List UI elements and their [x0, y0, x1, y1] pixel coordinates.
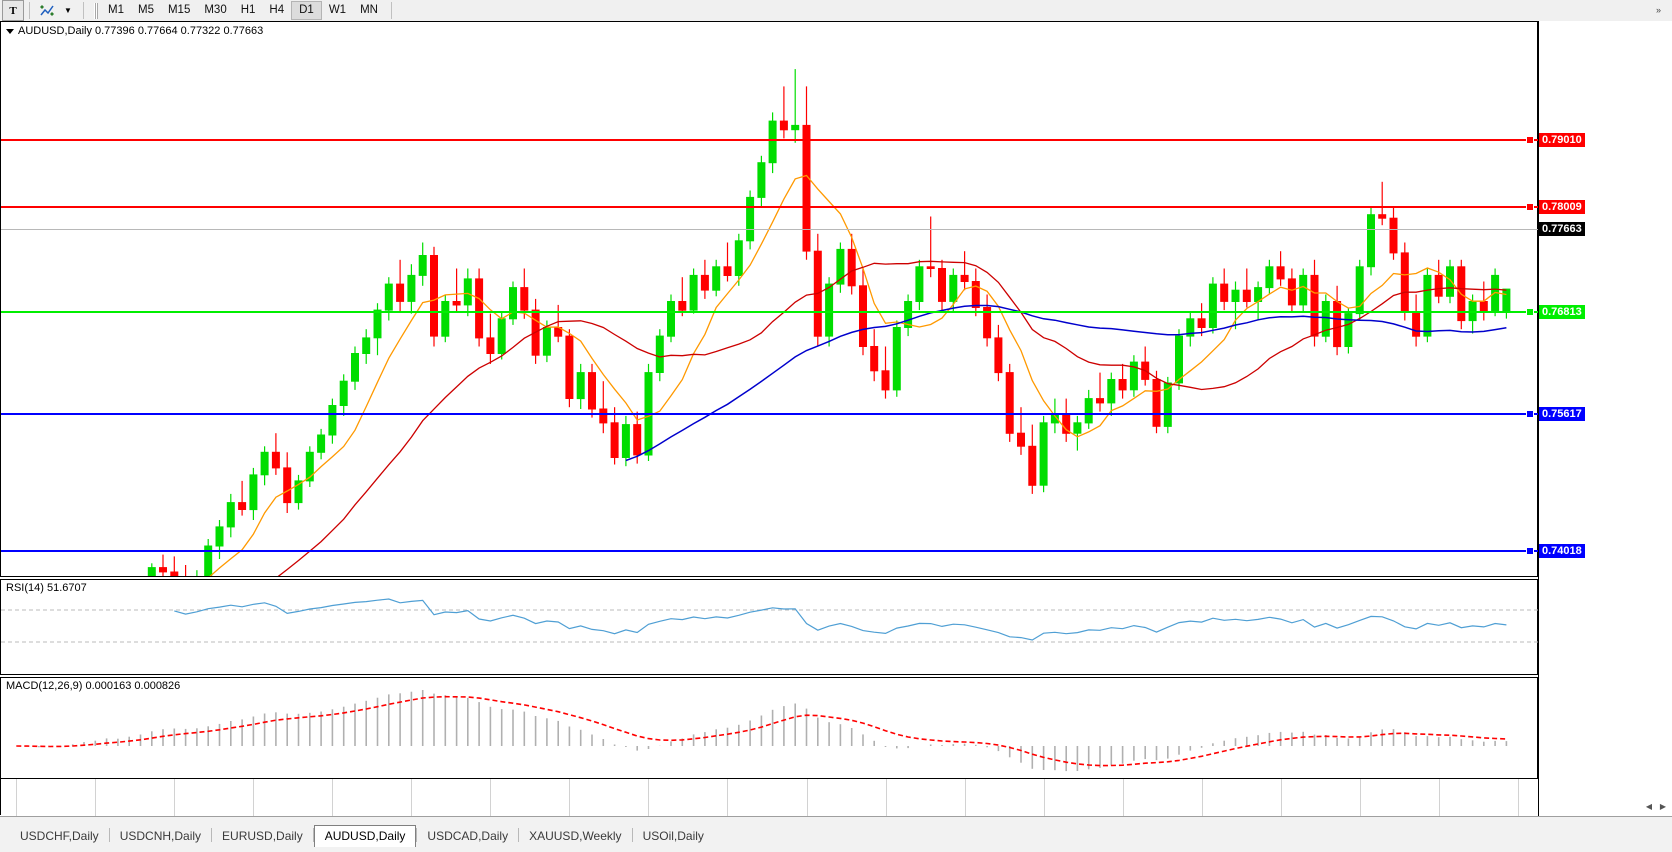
date-gridline	[885, 779, 887, 819]
candlestick-plot	[147, 69, 1511, 576]
tab-audusd-daily[interactable]: AUDUSD,Daily	[313, 825, 417, 847]
tab-divider	[312, 828, 314, 842]
tab-xauusd-weekly[interactable]: XAUUSD,Weekly	[529, 829, 622, 843]
level-anchor[interactable]	[1526, 547, 1534, 555]
symbol-header-text: AUDUSD,Daily 0.77396 0.77664 0.77322 0.7…	[18, 25, 264, 37]
tab-divider	[416, 828, 418, 842]
scroll-right-icon[interactable]: ▶	[1659, 802, 1667, 811]
date-gridline	[16, 779, 18, 819]
level-anchor[interactable]	[1526, 308, 1534, 316]
rsi-pane[interactable]	[0, 579, 1539, 675]
timeframe-group: M1 M5 M15 M30 H1 H4 D1 W1 MN	[101, 1, 385, 20]
current-price-tag[interactable]: 0.77663	[1539, 222, 1585, 236]
current-price-line	[1, 229, 1538, 230]
toolbar-grip[interactable]	[94, 2, 98, 19]
price-pane[interactable]	[0, 21, 1538, 577]
timeframe-h4[interactable]: H4	[269, 4, 285, 16]
date-gridline	[569, 779, 571, 819]
timeframe-m1[interactable]: M1	[108, 4, 124, 16]
chart-tabs: USDCHF,Daily USDCNH,Daily EURUSD,Daily AUDU…	[0, 817, 1672, 847]
date-gridline	[332, 779, 334, 819]
tab-eurusd-daily[interactable]: EURUSD,Daily	[222, 829, 303, 843]
date-gridline	[1438, 779, 1440, 819]
timeframe-mn[interactable]: MN	[360, 4, 378, 16]
tab-usdcnh-daily[interactable]: USDCNH,Daily	[119, 829, 202, 843]
text-tool-icon[interactable]: T	[2, 0, 24, 21]
level-anchor[interactable]	[1526, 410, 1534, 418]
indicators-icon[interactable]	[37, 1, 57, 20]
level-line-0.78009[interactable]	[1, 206, 1538, 208]
timeframe-m15[interactable]: M15	[167, 4, 191, 16]
level-line-0.74018[interactable]	[1, 550, 1538, 552]
symbol-header[interactable]: AUDUSD,Daily 0.77396 0.77664 0.77322 0.7…	[6, 25, 263, 37]
level-price-tag[interactable]: 0.76813	[1539, 305, 1585, 319]
date-gridline	[1280, 779, 1282, 819]
level-line-0.75617[interactable]	[1, 413, 1538, 415]
timeframe-m30[interactable]: M30	[204, 4, 227, 16]
timeframe-m5[interactable]: M5	[137, 4, 154, 16]
date-gridline	[1122, 779, 1124, 819]
date-gridline	[806, 779, 808, 819]
level-price-tag[interactable]: 0.78009	[1539, 200, 1585, 214]
tab-usdcad-daily[interactable]: USDCAD,Daily	[427, 829, 509, 843]
level-anchor[interactable]	[1526, 136, 1534, 144]
scroll-left-icon[interactable]: ◀	[1645, 802, 1653, 811]
tab-usdchf-daily[interactable]: USDCHF,Daily	[20, 829, 99, 843]
timeframe-h1[interactable]: H1	[240, 4, 256, 16]
chart-tabbar: USDCHF,Daily USDCNH,Daily EURUSD,Daily AUDU…	[0, 816, 1672, 852]
tab-divider	[211, 828, 213, 842]
collapse-arrow-icon[interactable]	[6, 28, 14, 34]
date-gridline	[1359, 779, 1361, 819]
date-gridline	[174, 779, 176, 819]
level-anchor[interactable]	[1526, 203, 1534, 211]
level-line-0.76813[interactable]	[1, 311, 1538, 313]
main-toolbar: T ▼ M1 M5 M15 M30 H1 H4 D1 W1 MN »	[0, 0, 1672, 22]
date-gridline	[411, 779, 413, 819]
tab-divider	[518, 828, 520, 842]
rsi-header: RSI(14) 51.6707	[6, 582, 87, 594]
timeframe-w1[interactable]: W1	[328, 4, 347, 16]
toolbar-divider	[29, 2, 30, 19]
date-gridline	[253, 779, 255, 819]
macd-plot	[16, 690, 1508, 772]
date-gridline	[490, 779, 492, 819]
toolbar-divider-3	[390, 2, 392, 19]
rsi-plot	[1, 598, 1539, 643]
level-line-0.79010[interactable]	[1, 139, 1538, 141]
chart-area[interactable]: 17 Nov 202026 Nov 20205 Dec 202015 Dec 2…	[0, 21, 1672, 833]
level-price-tag[interactable]: 0.79010	[1539, 133, 1585, 147]
date-gridline	[648, 779, 650, 819]
tab-divider	[108, 828, 110, 842]
macd-pane[interactable]	[0, 677, 1538, 779]
macd-header: MACD(12,26,9) 0.000163 0.000826	[6, 680, 181, 692]
tab-usoil-daily[interactable]: USOil,Daily	[642, 829, 704, 843]
horizontal-scrollbar[interactable]: ◀ ▶	[0, 800, 1672, 814]
date-gridline	[1201, 779, 1203, 819]
timeframe-d1[interactable]: D1	[291, 1, 322, 20]
date-gridline	[727, 779, 729, 819]
toolbar-divider-2	[83, 2, 84, 19]
level-price-tag[interactable]: 0.75617	[1539, 407, 1585, 421]
tab-divider	[631, 828, 633, 842]
toolbar-overflow-icon[interactable]: »	[1656, 5, 1662, 15]
chevron-down-icon[interactable]: ▼	[64, 6, 72, 15]
date-gridline	[95, 779, 97, 819]
date-gridline	[1517, 779, 1519, 819]
date-gridline	[964, 779, 966, 819]
date-gridline	[1043, 779, 1045, 819]
level-price-tag[interactable]: 0.74018	[1539, 544, 1585, 558]
